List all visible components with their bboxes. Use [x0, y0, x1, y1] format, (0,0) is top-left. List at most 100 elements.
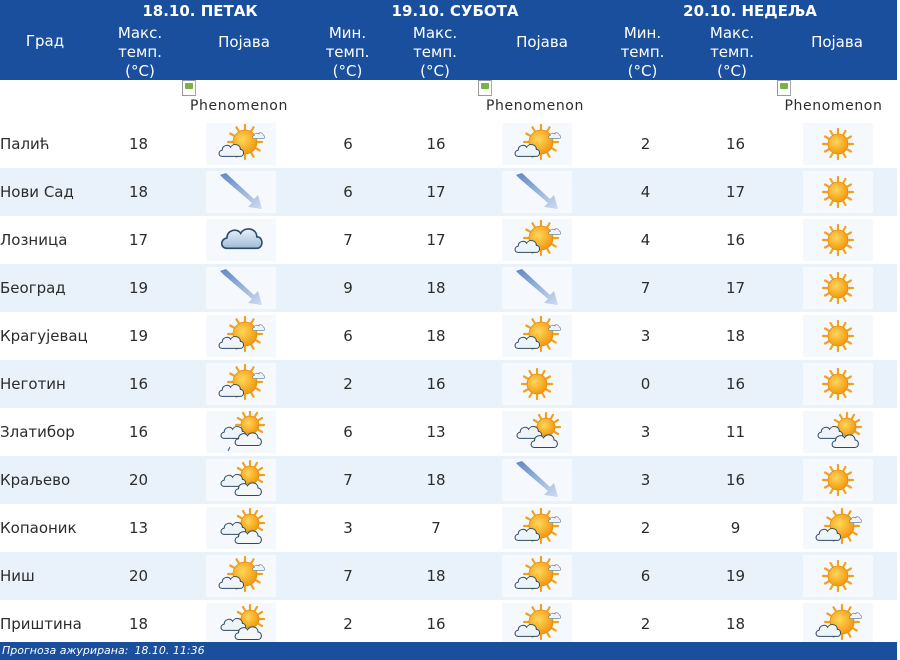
day2-min-header: Мин. темп. (°C) [325, 24, 370, 80]
city-name: Неготин [0, 360, 95, 408]
phenomenon-cell [182, 456, 300, 504]
table-row: Београд 19 9 18 7 17 [0, 264, 897, 312]
phenomenon-cell [182, 216, 300, 264]
table-row: Неготин 16 2 16 0 16 [0, 360, 897, 408]
sun-cloud-icon [206, 555, 276, 597]
day1-max-temp: 18 [95, 600, 182, 648]
day2-min-temp: 2 [300, 360, 396, 408]
cloud-sun-icon [802, 411, 873, 453]
sun-icon [802, 459, 873, 501]
table-row: Ниш 20 7 18 6 19 [0, 552, 897, 600]
day2-min-temp: 6 [300, 408, 396, 456]
day2-min-temp: 6 [300, 120, 396, 168]
day2-min-temp: 6 [300, 312, 396, 360]
phenomenon-cell [182, 168, 300, 216]
phenomenon-cell [182, 360, 300, 408]
day2-phen-header: Појава [516, 33, 568, 51]
phenomenon-cell [778, 216, 897, 264]
day1-max-temp: 19 [95, 312, 182, 360]
phenomenon-cell [476, 168, 598, 216]
phenomenon-cell [476, 552, 598, 600]
phenomenon-cell [476, 264, 598, 312]
day2-max-temp: 17 [396, 168, 476, 216]
city-name: Ниш [0, 552, 95, 600]
sun-icon [802, 123, 873, 165]
day2-date-header: 19.10. СУБОТА [391, 2, 519, 20]
day1-max-header: Макс. темп. (°C) [117, 24, 163, 80]
day3-max-temp: 17 [693, 264, 778, 312]
sun-cloud-icon [206, 123, 276, 165]
city-name: Краљево [0, 456, 95, 504]
phenomenon-cell [182, 312, 300, 360]
cloud-icon [206, 219, 276, 261]
city-name: Приштина [0, 600, 95, 648]
table-row: Лозница 17 7 17 4 16 [0, 216, 897, 264]
phenomenon-cell [778, 264, 897, 312]
cloud-sun-rain-icon [206, 411, 276, 453]
phenomenon-cell [476, 120, 598, 168]
day3-max-temp: 11 [693, 408, 778, 456]
day1-date-header: 18.10. ПЕТАК [142, 2, 258, 20]
sun-cloud-icon [206, 363, 276, 405]
sun-cloud-icon [502, 123, 572, 165]
phenomenon-cell [182, 120, 300, 168]
sun-cloud-icon [802, 603, 873, 645]
day3-min-temp: 3 [598, 408, 693, 456]
phenomenon-cell [182, 600, 300, 648]
day3-min-temp: 4 [598, 216, 693, 264]
day1-max-temp: 17 [95, 216, 182, 264]
day3-date-header: 20.10. НЕДЕЉА [683, 2, 817, 20]
day3-max-temp: 17 [693, 168, 778, 216]
footer-label: Прогноза ажурирана: [2, 644, 129, 657]
sun-cloud-icon [502, 219, 572, 261]
day2-min-temp: 6 [300, 168, 396, 216]
broken-image-icon: Phenomenon [478, 80, 588, 116]
phenomenon-cell [182, 504, 300, 552]
phenomenon-cell [182, 264, 300, 312]
sun-cloud-icon [502, 555, 572, 597]
day3-max-temp: 18 [693, 312, 778, 360]
phenomenon-cell [778, 120, 897, 168]
day2-max-header: Макс. темп. (°C) [412, 24, 458, 80]
day3-min-temp: 6 [598, 552, 693, 600]
sun-cloud-icon [802, 507, 873, 549]
sun-icon [502, 363, 572, 405]
day2-min-temp: 7 [300, 216, 396, 264]
day3-min-temp: 2 [598, 120, 693, 168]
day1-max-temp: 18 [95, 120, 182, 168]
day2-min-temp: 7 [300, 552, 396, 600]
wind-arrow-icon [206, 267, 276, 309]
day2-max-temp: 18 [396, 552, 476, 600]
day2-max-temp: 18 [396, 456, 476, 504]
sun-cloud-icon [206, 315, 276, 357]
phenomenon-cell [476, 360, 598, 408]
day1-max-temp: 13 [95, 504, 182, 552]
wind-arrow-icon [502, 171, 572, 213]
day2-min-temp: 2 [300, 600, 396, 648]
day1-phen-header: Појава [218, 33, 270, 51]
phenomenon-cell [778, 552, 897, 600]
day2-max-temp: 17 [396, 216, 476, 264]
day3-max-temp: 16 [693, 216, 778, 264]
city-name: Нови Сад [0, 168, 95, 216]
sun-cloud-icon [502, 603, 572, 645]
sun-cloud-icon [502, 315, 572, 357]
day1-max-temp: 20 [95, 552, 182, 600]
day1-max-temp: 20 [95, 456, 182, 504]
day3-max-temp: 16 [693, 456, 778, 504]
phenomenon-cell [476, 504, 598, 552]
cloud-sun-icon [206, 603, 276, 645]
phenomenon-cell [778, 600, 897, 648]
cloud-sun-icon [206, 507, 276, 549]
day3-min-temp: 0 [598, 360, 693, 408]
phenomenon-cell [182, 408, 300, 456]
sun-icon [802, 219, 873, 261]
day1-max-temp: 19 [95, 264, 182, 312]
day3-min-temp: 3 [598, 456, 693, 504]
broken-image-icon: Phenomenon [182, 80, 292, 116]
day2-min-temp: 7 [300, 456, 396, 504]
day2-max-temp: 13 [396, 408, 476, 456]
sun-icon [802, 315, 873, 357]
day2-max-temp: 18 [396, 264, 476, 312]
phenomenon-cell [778, 456, 897, 504]
